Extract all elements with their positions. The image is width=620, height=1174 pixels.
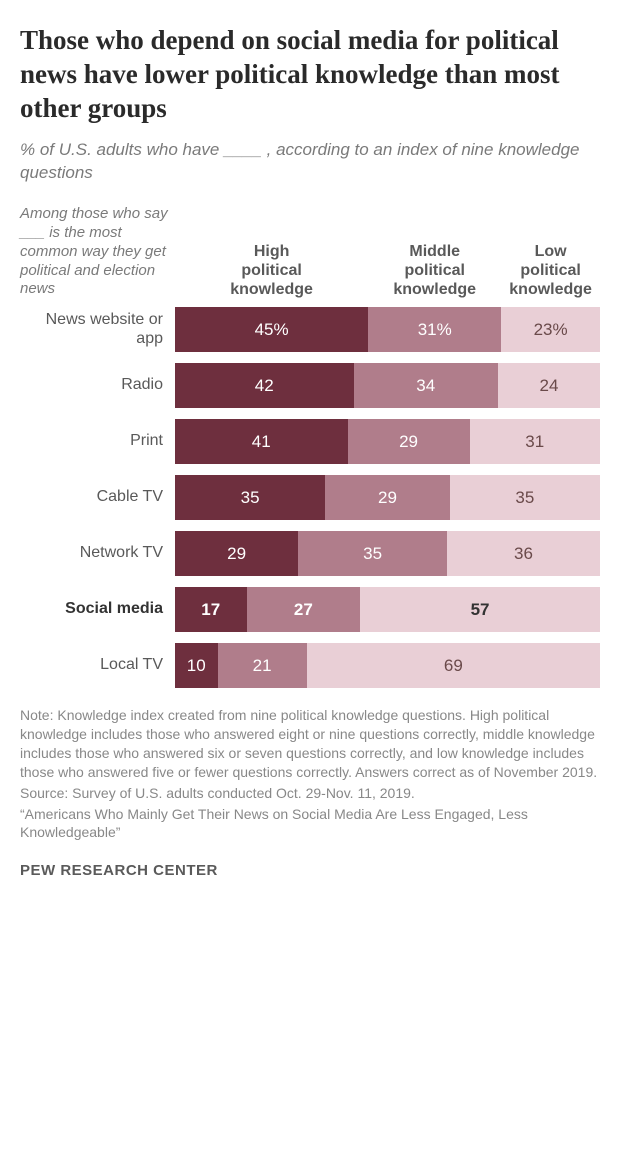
bar-group: 293536 (175, 531, 600, 576)
bar-segment: 34 (354, 363, 499, 408)
note-report: “Americans Who Mainly Get Their News on … (20, 805, 600, 843)
row-note: Among those who say ___ is the most comm… (20, 205, 175, 299)
chart-row: Local TV102169 (20, 643, 600, 688)
column-header: Middlepoliticalknowledge (368, 242, 501, 300)
bar-group: 423424 (175, 363, 600, 408)
bar-segment: 35 (450, 475, 600, 520)
chart-row: Social media172757 (20, 587, 600, 632)
bar-segment: 29 (348, 419, 470, 464)
bar-group: 172757 (175, 587, 600, 632)
column-header: Lowpoliticalknowledge (501, 242, 600, 300)
bar-segment: 21 (218, 643, 307, 688)
header-row: Among those who say ___ is the most comm… (20, 207, 600, 307)
row-label: Print (20, 432, 175, 450)
row-label: Radio (20, 376, 175, 394)
bar-segment: 24 (498, 363, 600, 408)
bar-segment: 31 (470, 419, 600, 464)
bar-segment: 45% (175, 307, 368, 352)
chart-row: Cable TV352935 (20, 475, 600, 520)
chart-title: Those who depend on social media for pol… (20, 24, 600, 125)
bar-segment: 41 (175, 419, 348, 464)
chart-row: Print412931 (20, 419, 600, 464)
chart-rows: News website or app45%31%23% Radio423424 P… (20, 307, 600, 688)
chart-row: News website or app45%31%23% (20, 307, 600, 352)
bar-segment: 23% (501, 307, 600, 352)
bar-segment: 17 (175, 587, 247, 632)
row-label: Network TV (20, 544, 175, 562)
column-header: Highpoliticalknowledge (175, 242, 368, 300)
row-label: Cable TV (20, 488, 175, 506)
chart-notes: Note: Knowledge index created from nine … (20, 706, 600, 842)
row-label: Social media (20, 600, 175, 618)
note-source: Source: Survey of U.S. adults conducted … (20, 784, 600, 803)
row-label: News website or app (20, 311, 175, 348)
bar-segment: 29 (175, 531, 298, 576)
bar-segment: 10 (175, 643, 218, 688)
chart-subtitle: % of U.S. adults who have ____ , accordi… (20, 139, 600, 185)
bar-segment: 31% (368, 307, 501, 352)
footer-org: PEW RESEARCH CENTER (20, 862, 600, 879)
bar-group: 412931 (175, 419, 600, 464)
bar-segment: 27 (247, 587, 361, 632)
note-methodology: Note: Knowledge index created from nine … (20, 706, 600, 782)
bar-segment: 35 (298, 531, 447, 576)
bar-segment: 69 (307, 643, 600, 688)
bar-segment: 36 (447, 531, 600, 576)
bar-segment: 29 (325, 475, 449, 520)
bar-segment: 57 (360, 587, 600, 632)
bar-group: 102169 (175, 643, 600, 688)
chart-row: Radio423424 (20, 363, 600, 408)
row-label: Local TV (20, 656, 175, 674)
bar-segment: 42 (175, 363, 354, 408)
chart-row: Network TV293536 (20, 531, 600, 576)
bar-group: 45%31%23% (175, 307, 600, 352)
bar-segment: 35 (175, 475, 325, 520)
bar-group: 352935 (175, 475, 600, 520)
column-headers: HighpoliticalknowledgeMiddlepoliticalkno… (175, 207, 600, 307)
